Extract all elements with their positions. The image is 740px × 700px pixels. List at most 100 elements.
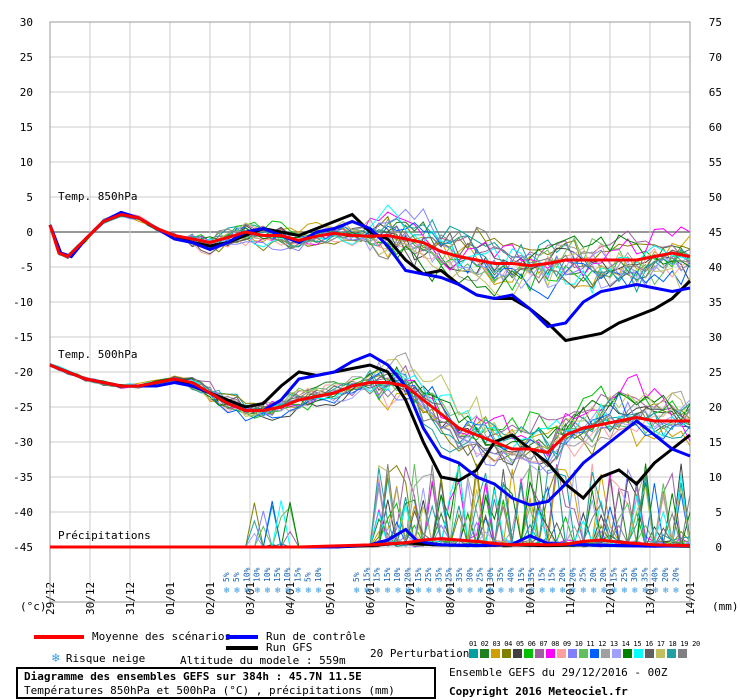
snow-risk-label: 15% — [293, 567, 302, 582]
pert-color-swatch — [579, 649, 588, 658]
panel-label-850: Temp. 850hPa — [58, 190, 137, 203]
snow-risk-label: 20% — [404, 567, 413, 582]
x-tick-label: 31/12 — [124, 582, 137, 615]
y-right-tick: 70 — [709, 51, 722, 64]
legend-gfs-label: Run GFS — [266, 641, 313, 654]
pert-color-swatch — [480, 649, 489, 658]
y-left-tick: -15 — [13, 331, 33, 344]
snow-risk-icon: ❄ — [426, 586, 432, 596]
panel-label-precip: Précipitations — [58, 529, 151, 542]
legend-control: Run de contrôle — [226, 631, 365, 643]
snow-risk-label: 20% — [599, 567, 608, 582]
x-tick-label: 03/01 — [244, 582, 257, 615]
snow-risk-label: 40% — [507, 567, 516, 582]
snow-risk-icon: ❄ — [570, 586, 576, 596]
snow-risk-label: 15% — [373, 567, 382, 582]
y-right-tick: 75 — [709, 16, 722, 29]
y-right-tick: 15 — [709, 436, 722, 449]
pert-color-swatch — [491, 649, 500, 658]
x-tick-label: 05/01 — [324, 582, 337, 615]
snow-risk-label: 30% — [486, 567, 495, 582]
snow-risk-label: 35% — [455, 567, 464, 582]
snow-risk-label: 35% — [527, 567, 536, 582]
pert-color-swatch — [623, 649, 632, 658]
pert-color-swatch — [678, 649, 687, 658]
snow-risk-label: 5% — [232, 572, 241, 582]
x-tick-label: 02/01 — [204, 582, 217, 615]
snow-risk-icon: ❄ — [601, 586, 607, 596]
snow-risk-icon: ❄ — [663, 586, 669, 596]
altitude: Altitude du modele : 559m — [180, 655, 346, 667]
y-left-tick: -20 — [13, 366, 33, 379]
pert-color-swatch — [656, 649, 665, 658]
y-left-tick: -40 — [13, 506, 33, 519]
y-right-tick: 60 — [709, 121, 722, 134]
snow-risk-label: 15% — [517, 567, 526, 582]
snow-risk-icon: ❄ — [612, 586, 618, 596]
legend-gfs: Run GFS — [226, 642, 312, 654]
y-left-tick: 15 — [20, 121, 33, 134]
snow-risk-label: 15% — [273, 567, 282, 582]
snow-risk-label: 25% — [424, 567, 433, 582]
y-right-tick: 45 — [709, 226, 722, 239]
snow-risk-label: 15% — [383, 567, 392, 582]
copyright: Copyright 2016 Meteociel.fr — [449, 686, 628, 698]
snow-risk-icon: ❄ — [364, 586, 370, 596]
snow-risk-icon: ❄ — [560, 586, 566, 596]
x-tick-label: 09/01 — [484, 582, 497, 615]
snow-risk-icon: ❄ — [416, 586, 422, 596]
snow-risk-icon: ❄ — [224, 586, 230, 596]
y-right-tick: 35 — [709, 296, 722, 309]
snow-risk-label: 10% — [253, 567, 262, 582]
pert-color-swatch — [601, 649, 610, 658]
x-tick-label: 13/01 — [644, 582, 657, 615]
snow-risk-icon: ❄ — [653, 586, 659, 596]
snow-risk-icon: ❄ — [632, 586, 638, 596]
y-left-tick: 10 — [20, 156, 33, 169]
copyright-label: Copyright 2016 Meteociel.fr — [449, 685, 628, 698]
snow-risk-icon: ❄ — [591, 586, 597, 596]
pert-color-swatch — [568, 649, 577, 658]
series-line-500 — [49, 352, 691, 507]
snow-risk-icon: ❄ — [406, 586, 412, 596]
x-tick-label: 10/01 — [524, 582, 537, 615]
footer-subtitle: Températures 850hPa et 500hPa (°C) , pré… — [24, 684, 395, 697]
snow-risk-row: 5%❄5%❄10%❄10%❄10%❄15%❄10%❄15%❄5%❄10%❄5%❄… — [222, 567, 680, 596]
footer-title: Diagramme des ensembles GEFS sur 384h : … — [24, 670, 362, 683]
legend-snow: ❄ Risque neige — [52, 652, 145, 665]
right-axis-unit: (mm) — [712, 600, 739, 613]
pert-color-swatch — [667, 649, 676, 658]
y-left-tick: -30 — [13, 436, 33, 449]
y-left-tick: 30 — [20, 16, 33, 29]
plot-frame — [49, 21, 691, 603]
x-tick-label: 30/12 — [84, 582, 97, 615]
y-right-tick: 5 — [715, 506, 722, 519]
snow-risk-label: 15% — [362, 567, 371, 582]
y-left-tick: 0 — [26, 226, 33, 239]
pert-color-swatch — [590, 649, 599, 658]
series-line-850 — [48, 212, 691, 268]
snow-risk-icon: ❄ — [395, 586, 401, 596]
legend-control-swatch — [226, 635, 258, 639]
snow-risk-icon: ❄ — [306, 586, 312, 596]
series-line-precip — [50, 527, 691, 549]
x-tick-label: 12/01 — [604, 582, 617, 615]
snow-risk-label: 15% — [537, 567, 546, 582]
pert-color-swatch — [557, 649, 566, 658]
x-tick-label: 04/01 — [284, 582, 297, 615]
pert-numbers-label: 01 02 03 04 05 06 07 08 09 10 11 12 13 1… — [469, 640, 700, 648]
snow-risk-label: 20% — [671, 567, 680, 582]
series-line-500 — [49, 363, 690, 455]
y-right-tick: 20 — [709, 401, 722, 414]
snow-risk-icon: ❄ — [509, 586, 515, 596]
altitude-label: Altitude du modele : 559m — [180, 654, 346, 667]
left-axis-unit: (°c) — [20, 600, 47, 613]
snow-risk-label: 25% — [620, 567, 629, 582]
snow-risk-label: 40% — [651, 567, 660, 582]
snow-risk-icon: ❄ — [295, 586, 301, 596]
snow-risk-icon: ❄ — [529, 586, 535, 596]
y-right-tick: 65 — [709, 86, 722, 99]
snow-risk-label: 20% — [661, 567, 670, 582]
y-right-tick: 50 — [709, 191, 722, 204]
